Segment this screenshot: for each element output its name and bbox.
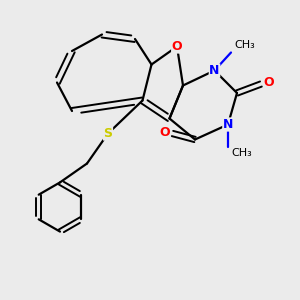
- Text: S: S: [103, 127, 112, 140]
- Text: N: N: [209, 64, 220, 77]
- Text: CH₃: CH₃: [231, 148, 252, 158]
- Text: O: O: [172, 40, 182, 53]
- Text: N: N: [223, 118, 233, 131]
- Text: O: O: [263, 76, 274, 89]
- Text: O: O: [160, 125, 170, 139]
- Text: CH₃: CH₃: [234, 40, 255, 50]
